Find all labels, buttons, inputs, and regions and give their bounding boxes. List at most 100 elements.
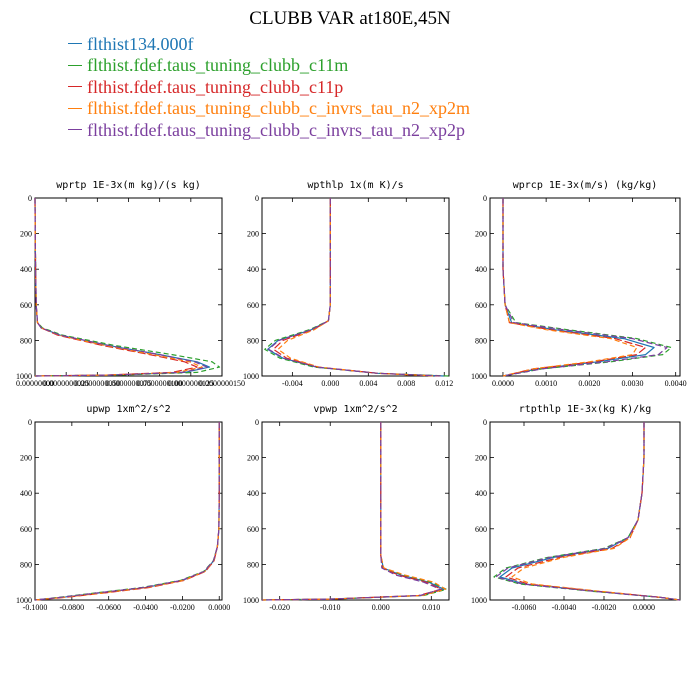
y-tick-label: 400 [20, 265, 32, 274]
series-line [499, 422, 681, 601]
y-tick-label: 1000 [16, 596, 32, 605]
plot-title: wprtp 1E-3x(m kg)/(s kg) [56, 180, 201, 191]
legend: flthist134.000f flthist.fdef.taus_tuning… [68, 33, 470, 141]
legend-item: flthist.fdef.taus_tuning_clubb_c_invrs_t… [68, 119, 470, 141]
y-tick-label: 1000 [471, 372, 487, 381]
y-tick-label: 400 [247, 265, 259, 274]
legend-swatch [68, 43, 82, 45]
legend-item: flthist.fdef.taus_tuning_clubb_c11m [68, 55, 470, 77]
y-tick-label: 600 [247, 525, 259, 534]
legend-item: flthist.fdef.taus_tuning_clubb_c_invrs_t… [68, 98, 470, 120]
plot-frame [261, 421, 450, 601]
series-line [34, 422, 220, 601]
y-tick-label: 600 [20, 301, 32, 310]
x-tick-label: -0.0060 [512, 603, 537, 612]
x-tick-label: -0.0020 [592, 603, 617, 612]
legend-label: flthist.fdef.taus_tuning_clubb_c11m [87, 55, 349, 76]
series-line [277, 198, 437, 377]
x-tick-label: -0.0600 [96, 603, 121, 612]
x-tick-label: 0.000 [321, 379, 339, 388]
x-tick-label: 0.0000 [208, 603, 230, 612]
legend-label: flthist.fdef.taus_tuning_clubb_c_invrs_t… [87, 119, 465, 140]
x-tick-label: 0.0040 [665, 379, 687, 388]
y-tick-label: 0 [483, 418, 487, 427]
x-tick-label: 0.0010 [535, 379, 557, 388]
legend-label: flthist134.000f [87, 33, 194, 54]
series-line [493, 422, 681, 601]
y-tick-label: 0 [255, 418, 259, 427]
plot-title: wprcp 1E-3x(m/s) (kg/kg) [513, 180, 658, 191]
x-tick-label: 0.0000000050 [74, 379, 120, 388]
y-tick-label: 800 [247, 336, 259, 345]
x-tick-label: 0.0000000100 [137, 379, 183, 388]
plot-frame [489, 421, 681, 601]
x-tick-label: -0.004 [282, 379, 303, 388]
legend-label: flthist.fdef.taus_tuning_clubb_c11p [87, 76, 344, 97]
legend-swatch [68, 64, 82, 66]
chart-title: CLUBB VAR at180E,45N [249, 8, 451, 29]
x-tick-label: -0.020 [269, 603, 290, 612]
series-line [268, 198, 443, 377]
y-tick-label: 800 [20, 336, 32, 345]
y-tick-label: 600 [247, 301, 259, 310]
x-tick-label: 0.0000000075 [106, 379, 152, 388]
plot-frame [34, 421, 223, 601]
legend-swatch [68, 129, 82, 131]
series-line [267, 198, 445, 377]
series-line [502, 198, 655, 377]
x-tick-label: -0.0040 [552, 603, 577, 612]
x-tick-label: 0.0000000150 [199, 379, 245, 388]
y-tick-label: 600 [475, 525, 487, 534]
x-tick-label: 0.0000000025 [43, 379, 89, 388]
legend-item: flthist134.000f [68, 33, 470, 55]
x-tick-label: 0.008 [397, 379, 415, 388]
y-tick-label: 0 [28, 194, 32, 203]
plot-title: upwp 1xm^2/s^2 [86, 404, 170, 415]
y-tick-label: 800 [475, 336, 487, 345]
y-tick-label: 200 [247, 230, 259, 239]
plot-title: wpthlp 1x(m K)/s [307, 180, 403, 191]
y-tick-label: 200 [247, 454, 259, 463]
series-line [511, 422, 681, 601]
x-tick-label: 0.000 [372, 603, 390, 612]
plot-frame [489, 197, 681, 377]
series-line [502, 198, 673, 377]
y-tick-label: 1000 [471, 596, 487, 605]
x-tick-label: -0.0400 [133, 603, 158, 612]
y-tick-label: 1000 [243, 596, 259, 605]
series-line [34, 422, 220, 601]
y-tick-label: 600 [20, 525, 32, 534]
plot-frame [261, 197, 450, 377]
series-line [34, 197, 203, 377]
series-line [261, 422, 442, 601]
legend-label: flthist.fdef.taus_tuning_clubb_c_invrs_t… [87, 98, 470, 119]
series-line [264, 198, 450, 377]
y-tick-label: 800 [475, 560, 487, 569]
series-line [34, 422, 220, 601]
y-tick-label: 200 [475, 230, 487, 239]
y-tick-label: 400 [247, 489, 259, 498]
x-tick-label: 0.012 [435, 379, 453, 388]
series-line [261, 422, 447, 601]
y-tick-label: 200 [475, 454, 487, 463]
y-tick-label: 200 [20, 454, 32, 463]
legend-item: flthist.fdef.taus_tuning_clubb_c11p [68, 76, 470, 98]
plot-title: rtpthlp 1E-3x(kg K)/kg [519, 404, 651, 415]
series-line [261, 422, 441, 601]
series-line [495, 422, 681, 601]
y-tick-label: 400 [20, 489, 32, 498]
series-line [261, 422, 445, 601]
plot-title: vpwp 1xm^2/s^2 [313, 404, 397, 415]
series-line [34, 197, 208, 377]
y-tick-label: 400 [475, 265, 487, 274]
x-tick-label: 0.0000 [492, 379, 514, 388]
y-tick-label: 800 [20, 560, 32, 569]
series-line [502, 198, 668, 377]
series-line [34, 422, 220, 601]
y-tick-label: 400 [475, 489, 487, 498]
series-line [502, 198, 638, 377]
x-tick-label: 0.0000000125 [168, 379, 214, 388]
x-tick-label: 0.004 [359, 379, 377, 388]
x-tick-label: 0.010 [422, 603, 440, 612]
